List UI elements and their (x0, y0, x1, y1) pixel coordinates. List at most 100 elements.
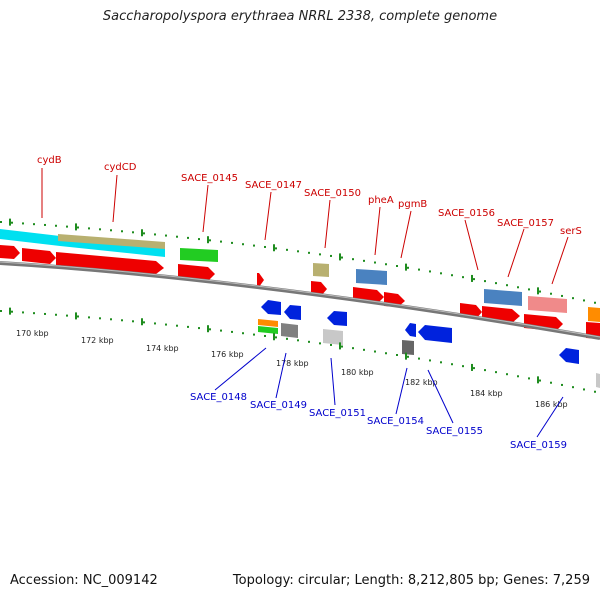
scale-dot (88, 227, 90, 230)
scale-dot (88, 316, 90, 319)
gene-label-sace0154[interactable]: SACE_0154 (367, 416, 424, 427)
arrow-f6[interactable] (311, 281, 327, 296)
outer-scale-ticks (9, 218, 539, 295)
scale-dot (506, 373, 508, 376)
arrow-f2[interactable] (22, 248, 56, 264)
gene-label-cydCD[interactable]: cydCD (104, 162, 137, 173)
scale-dot (143, 321, 145, 324)
scale-dot (528, 288, 530, 291)
scale-dot (33, 312, 35, 315)
feature-pink-0157[interactable] (528, 296, 567, 313)
genome-backbone (0, 261, 600, 340)
scale-dot (297, 250, 299, 253)
scale-dot (352, 258, 354, 261)
feature-green-0145[interactable] (180, 248, 218, 262)
scale-label: 186 kbp (535, 400, 568, 409)
scale-dot (308, 340, 310, 343)
gene-label-pheA[interactable]: pheA (368, 195, 394, 206)
inner-scale-ticks (9, 307, 539, 384)
arrow-f4[interactable] (178, 264, 215, 281)
scale-dot (99, 317, 101, 320)
scale-dot (396, 353, 398, 356)
feature-tan-cydCD[interactable] (58, 234, 165, 249)
scale-dot (539, 290, 541, 293)
arrow-r-0148a[interactable] (261, 300, 281, 315)
scale-dot (22, 222, 24, 225)
scale-dot (572, 386, 574, 389)
feature-tan-0150[interactable] (313, 263, 329, 277)
scale-dot (132, 231, 134, 234)
gene-label-pgmB[interactable]: pgmB (398, 199, 427, 210)
forward-gene-labels: cydB cydCD SACE_0145 SACE_0147 SACE_0150… (37, 155, 582, 285)
scale-dot (440, 361, 442, 364)
scale-dot (275, 336, 277, 339)
scale-dot (220, 329, 222, 332)
gene-label-sace0150[interactable]: SACE_0150 (304, 188, 361, 199)
scale-dot (11, 310, 13, 313)
scale-dot (66, 225, 68, 228)
scale-dot (517, 375, 519, 378)
scale-dot (308, 251, 310, 254)
scale-dot (528, 377, 530, 380)
feature-orange-0148[interactable] (258, 319, 278, 327)
gene-label-sace0156[interactable]: SACE_0156 (438, 208, 495, 219)
gene-label-sace0151[interactable]: SACE_0151 (309, 408, 366, 419)
feature-steelblue-0156[interactable] (484, 289, 522, 306)
scale-dot (363, 259, 365, 262)
scale-dot (330, 343, 332, 346)
scale-dot (33, 223, 35, 226)
gene-label-sace0145[interactable]: SACE_0145 (181, 173, 238, 184)
arrow-r-0148b[interactable] (284, 305, 301, 320)
scale-dot (473, 367, 475, 370)
gene-label-sace0148[interactable]: SACE_0148 (190, 392, 247, 403)
scale-dot (506, 284, 508, 287)
scale-dot (231, 241, 233, 244)
gene-label-serS[interactable]: serS (560, 226, 582, 237)
feature-lightgray-edge[interactable] (596, 373, 600, 388)
arrow-r-0151[interactable] (327, 311, 347, 326)
scale-label: 180 kbp (341, 368, 374, 377)
scale-dot (319, 342, 321, 345)
scale-dot (561, 383, 563, 386)
feature-orange-edge[interactable] (588, 307, 600, 322)
scale-dot (77, 315, 79, 318)
scale-dot (594, 301, 596, 304)
scale-dot (44, 312, 46, 315)
scale-dot (121, 230, 123, 233)
scale-dot (44, 223, 46, 226)
scale-dot (462, 365, 464, 368)
feature-gray-0154[interactable] (402, 340, 414, 355)
scale-dot (385, 352, 387, 355)
feature-cyan-1[interactable] (0, 229, 60, 246)
arrow-f5[interactable] (257, 273, 264, 287)
feature-green-0148[interactable] (258, 326, 278, 334)
arrow-r-0155[interactable] (418, 325, 452, 343)
arrow-f1[interactable] (0, 245, 20, 259)
inner-scale-dots (0, 310, 596, 393)
gene-label-sace0157[interactable]: SACE_0157 (497, 218, 554, 229)
gene-label-sace0147[interactable]: SACE_0147 (245, 180, 302, 191)
gene-label-sace0155[interactable]: SACE_0155 (426, 426, 483, 437)
gene-label-cydB[interactable]: cydB (37, 155, 62, 166)
scale-dot (363, 348, 365, 351)
scale-label: 172 kbp (81, 336, 114, 345)
scale-dot (99, 228, 101, 231)
gene-label-sace0149[interactable]: SACE_0149 (250, 400, 307, 411)
scale-dot (374, 261, 376, 264)
scale-dot (198, 327, 200, 330)
scale-labels: 170 kbp 172 kbp 174 kbp 176 kbp 178 kbp … (16, 329, 568, 409)
feature-lightgray-0151[interactable] (323, 329, 343, 345)
gene-label-sace0159[interactable]: SACE_0159 (510, 440, 567, 451)
scale-dot (66, 314, 68, 317)
arrow-f3[interactable] (56, 252, 164, 274)
scale-dot (451, 274, 453, 277)
feature-steelblue-pheA[interactable] (356, 269, 387, 285)
scale-label: 176 kbp (211, 350, 244, 359)
arrow-r-0159[interactable] (559, 348, 579, 364)
scale-dot (264, 245, 266, 248)
scale-dot (110, 318, 112, 321)
arrow-r-0154[interactable] (405, 323, 416, 337)
feature-gray-0149[interactable] (281, 323, 298, 338)
scale-dot (0, 310, 2, 312)
scale-dot (165, 323, 167, 326)
